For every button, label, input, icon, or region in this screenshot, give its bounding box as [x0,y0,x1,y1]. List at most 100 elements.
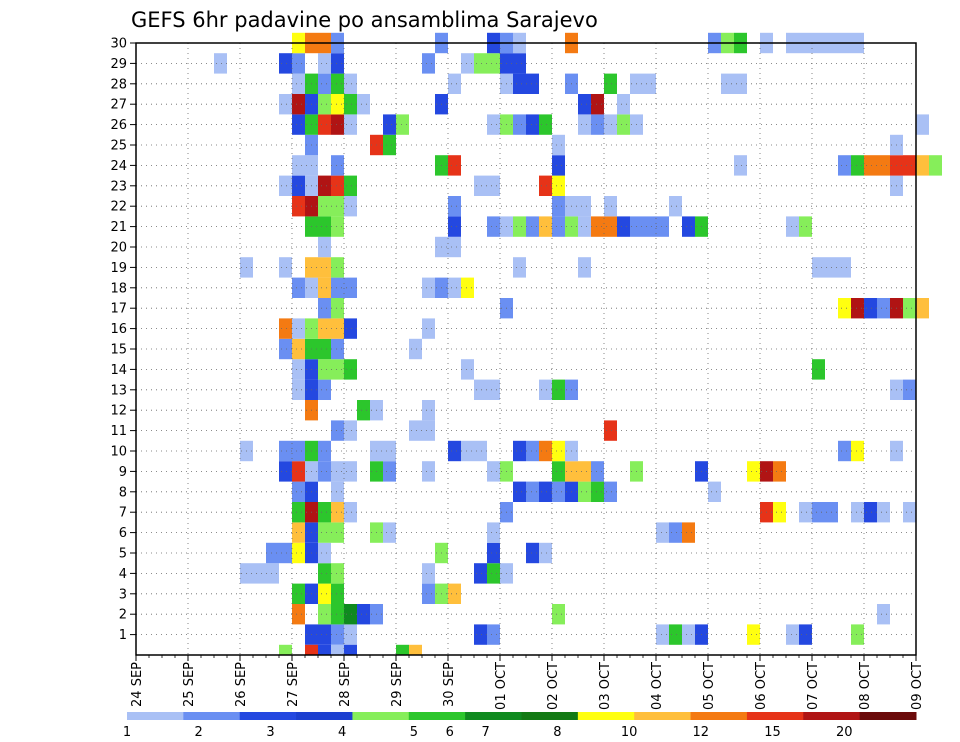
heatmap-cell [903,155,916,176]
heatmap-cell [214,53,227,74]
heatmap-cell [383,114,396,135]
heatmap-cell [292,379,305,400]
heatmap-cell [344,114,357,135]
heatmap-cell [344,461,357,482]
y-tick-label: 17 [110,302,127,317]
colorbar-label: 7 [481,725,489,740]
heatmap-cell [318,73,331,94]
x-tick-label: 01 OCT [494,662,509,710]
heatmap-cell [851,155,864,176]
colorbar-swatch [746,712,804,720]
heatmap-cell [331,359,344,380]
heatmap-cell [318,236,331,258]
heatmap-cell [331,257,344,278]
heatmap-cell [331,114,344,135]
heatmap-cell [734,155,747,176]
heatmap-cell [344,420,357,441]
heatmap-cell [604,216,617,237]
heatmap-cell [422,400,435,421]
y-tick-label: 24 [110,159,127,174]
heatmap-cell [851,298,864,319]
x-tick-label: 08 OCT [858,662,873,710]
heatmap-cell [526,114,539,135]
heatmap-cell [279,644,292,655]
heatmap-cell [552,196,565,217]
y-tick-label: 19 [110,261,127,276]
heatmap-cell [344,277,357,298]
x-tick-label: 26 SEP [234,662,249,707]
heatmap-cell [292,53,305,74]
x-tick-label: 05 OCT [702,662,717,710]
x-tick-label: 03 OCT [598,662,613,710]
heatmap-cell [331,277,344,298]
y-tick-label: 14 [110,363,127,378]
heatmap-cell [721,73,734,94]
heatmap-cell [344,359,357,380]
heatmap-cell [292,502,305,523]
colorbar-label: 5 [410,725,418,740]
heatmap-cell [604,196,617,217]
heatmap-cell [331,155,344,176]
heatmap-cell [526,73,539,94]
heatmap-cell [318,114,331,135]
colorbar-label: 10 [621,725,638,740]
heatmap-cell [604,114,617,135]
colorbar-swatch [803,712,861,720]
heatmap-cell [461,277,474,298]
heatmap-cell [331,624,344,645]
x-tick-label: 30 SEP [442,662,457,707]
heatmap-cell [864,502,877,523]
heatmap-cell [396,644,409,655]
heatmap-cell [448,236,461,258]
heatmap-cell [526,216,539,237]
heatmap-cell [292,114,305,135]
heatmap-cell [578,481,591,502]
heatmap-cell [513,53,526,74]
y-tick-label: 27 [110,98,127,113]
heatmap-cell [318,624,331,645]
heatmap-cell [331,420,344,441]
y-tick-label: 29 [110,57,127,72]
heatmap-cell [292,277,305,298]
y-tick-label: 12 [110,404,127,419]
y-tick-label: 23 [110,179,127,194]
heatmap-cell [461,53,474,74]
colorbar-swatch [408,712,466,720]
heatmap-cell [513,481,526,502]
heatmap-cell [864,155,877,176]
heatmap-cell [383,522,396,543]
heatmap-cell [929,155,942,176]
heatmap-cell [357,400,370,421]
colorbar-swatch [690,712,748,720]
heatmap-cell [877,502,890,523]
heatmap-cell [292,94,305,115]
y-tick-label: 21 [110,220,127,235]
colorbar: 1 2 3 4 5 6 7 8 10 12 15 20 [123,712,917,740]
heatmap-cell [383,461,396,482]
heatmap-cell [851,502,864,523]
heatmap-cell [487,175,500,196]
heatmap-cell [318,563,331,584]
heatmap-cells [214,32,942,655]
heatmap-cell [279,542,292,564]
heatmap-cell [292,73,305,94]
heatmap-cell [292,583,305,604]
heatmap-cell [461,359,474,380]
y-tick-label: 9 [119,465,127,480]
heatmap-cell [331,73,344,94]
heatmap-cell [708,481,721,502]
heatmap-cell [318,440,331,462]
y-tick-label: 7 [119,506,127,521]
heatmap-cell [422,318,435,339]
heatmap-cell [487,379,500,400]
colorbar-swatch [183,712,241,720]
heatmap-cell [422,277,435,298]
heatmap-cell [305,644,318,655]
heatmap-cell [487,563,500,584]
y-tick-label: 18 [110,281,127,296]
heatmap-cell [292,155,305,176]
heatmap-cell [344,318,357,339]
heatmap-cell [253,563,266,584]
heatmap-cell [578,94,591,115]
